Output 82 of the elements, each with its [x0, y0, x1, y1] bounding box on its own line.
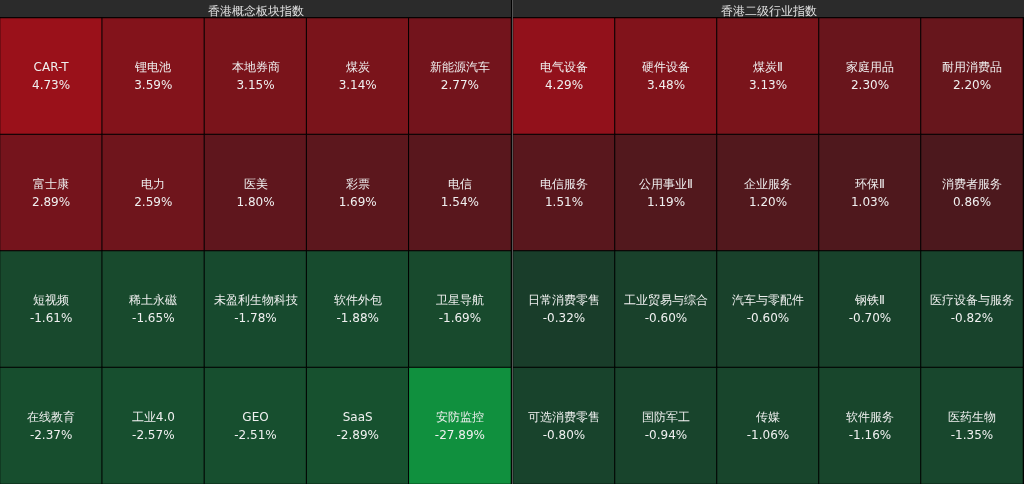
- data-label: -1.35%: [950, 427, 994, 442]
- category-label: 家庭用品: [846, 60, 894, 75]
- data-label: -0.82%: [950, 311, 994, 326]
- category-label: 国防军工: [642, 409, 690, 424]
- data-label: -1.16%: [848, 427, 892, 442]
- category-label: 煤炭: [345, 60, 370, 75]
- data-label: -1.61%: [29, 311, 73, 326]
- category-label: 煤炭Ⅱ: [753, 60, 783, 75]
- text: 香港二级行业指数: [720, 4, 817, 18]
- data-label: -0.70%: [848, 311, 892, 326]
- data-label: 0.86%: [952, 194, 992, 209]
- category-label: SaaS: [342, 409, 373, 424]
- category-label: 富士康: [33, 176, 70, 191]
- category-label: 耐用消费品: [942, 60, 1002, 75]
- data-label: -1.06%: [746, 427, 790, 442]
- category-label: 企业服务: [744, 176, 792, 191]
- category-label: 公用事业Ⅱ: [639, 176, 693, 191]
- data-label: 1.20%: [748, 194, 788, 209]
- data-label: 3.59%: [134, 78, 173, 93]
- data-label: 1.19%: [646, 194, 686, 209]
- data-label: 2.77%: [440, 78, 479, 93]
- category-label: 电力: [141, 176, 166, 191]
- data-label: 2.59%: [134, 194, 173, 209]
- category-label: 消费者服务: [942, 176, 1002, 191]
- data-label: -0.32%: [542, 311, 586, 326]
- data-label: -2.51%: [234, 427, 277, 442]
- category-label: 工业4.0: [131, 409, 175, 424]
- data-label: -0.94%: [644, 427, 688, 442]
- data-label: -1.65%: [132, 311, 175, 326]
- category-label: 稀土永磁: [129, 293, 178, 308]
- category-label: CAR-T: [33, 60, 70, 75]
- category-label: 工业贸易与综合: [624, 293, 708, 308]
- category-label: GEO: [242, 409, 269, 424]
- data-label: 4.73%: [32, 78, 71, 93]
- data-label: 3.14%: [338, 78, 377, 93]
- category-label: 锂电池: [134, 60, 172, 75]
- data-label: 1.51%: [544, 194, 584, 209]
- category-label: 卫星导航: [435, 293, 484, 308]
- data-label: 2.30%: [850, 78, 890, 93]
- category-label: 软件外包: [333, 293, 382, 308]
- data-label: 4.29%: [544, 78, 584, 93]
- category-label: 可选消费零售: [528, 409, 600, 424]
- data-label: 1.54%: [440, 194, 479, 209]
- data-label: 3.15%: [236, 78, 275, 93]
- category-label: 彩票: [345, 176, 370, 191]
- data-label: 1.69%: [338, 194, 377, 209]
- category-label: 安防监控: [435, 409, 484, 424]
- data-label: -0.80%: [542, 427, 586, 442]
- data-label: -1.69%: [438, 311, 482, 326]
- data-label: -0.60%: [746, 311, 790, 326]
- data-label: -2.37%: [29, 427, 73, 442]
- category-label: 电信: [447, 176, 472, 191]
- data-label: -27.89%: [434, 427, 485, 442]
- category-label: 汽车与零配件: [732, 293, 804, 308]
- data-label: 1.03%: [850, 194, 890, 209]
- category-label: 硬件设备: [642, 60, 690, 75]
- data-label: 1.80%: [236, 194, 275, 209]
- data-label: 3.48%: [646, 78, 686, 93]
- category-label: 短视频: [33, 293, 70, 308]
- category-label: 电气设备: [540, 60, 588, 75]
- category-label: 钢铁Ⅱ: [854, 293, 885, 308]
- data-label: -1.78%: [234, 311, 277, 326]
- category-label: 环保Ⅱ: [855, 176, 885, 191]
- category-label: 医美: [243, 176, 268, 191]
- category-label: 传媒: [756, 409, 780, 424]
- category-label: 日常消费零售: [528, 293, 600, 308]
- category-label: 新能源汽车: [429, 60, 490, 75]
- category-label: 未盈利生物科技: [213, 293, 298, 308]
- data-label: -2.89%: [336, 427, 379, 442]
- category-label: 医药生物: [948, 409, 996, 424]
- data-label: 3.13%: [748, 78, 788, 93]
- data-label: 2.89%: [32, 194, 71, 209]
- category-label: 本地券商: [231, 60, 280, 75]
- data-label: -2.57%: [132, 427, 175, 442]
- category-label: 电信服务: [540, 176, 588, 191]
- data-label: -1.88%: [336, 311, 379, 326]
- text: 香港概念板块指数: [208, 4, 304, 18]
- data-label: 2.20%: [952, 78, 992, 93]
- category-label: 医疗设备与服务: [930, 293, 1014, 308]
- category-label: 软件服务: [846, 409, 894, 424]
- data-label: -0.60%: [644, 311, 688, 326]
- category-label: 在线教育: [27, 409, 76, 424]
